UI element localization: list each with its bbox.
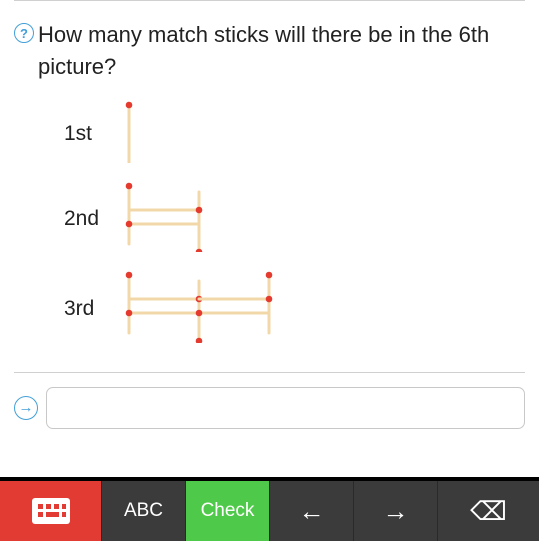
divider (14, 0, 525, 1)
answer-arrow-icon: → (14, 396, 38, 420)
figure-label: 1st (64, 122, 119, 146)
figure-row: 3rd (64, 271, 525, 348)
question-row: ? How many match sticks will there be in… (14, 11, 525, 83)
matchsticks-svg (119, 182, 227, 252)
keyboard-icon (32, 498, 70, 524)
figure-row: 1st (64, 101, 525, 168)
check-button[interactable]: Check (186, 481, 270, 541)
matchsticks-svg (119, 101, 139, 163)
figure-label: 3rd (64, 297, 119, 321)
answer-row: → (14, 373, 525, 439)
abc-button[interactable]: ABC (102, 481, 186, 541)
matchsticks-svg (119, 271, 309, 343)
matchstick-figures: 1st 2nd 3rd (64, 101, 525, 348)
next-button[interactable]: → (354, 481, 438, 541)
figure-row: 2nd (64, 182, 525, 257)
backspace-button[interactable]: ⌫ (438, 481, 539, 541)
previous-button[interactable]: ← (270, 481, 354, 541)
question-text: How many match sticks will there be in t… (38, 19, 525, 83)
keyboard-button[interactable] (0, 481, 102, 541)
figure-label: 2nd (64, 207, 119, 231)
question-mark-icon: ? (14, 23, 34, 43)
toolbar: ABC Check ← → ⌫ (0, 477, 539, 541)
answer-input[interactable] (46, 387, 525, 429)
